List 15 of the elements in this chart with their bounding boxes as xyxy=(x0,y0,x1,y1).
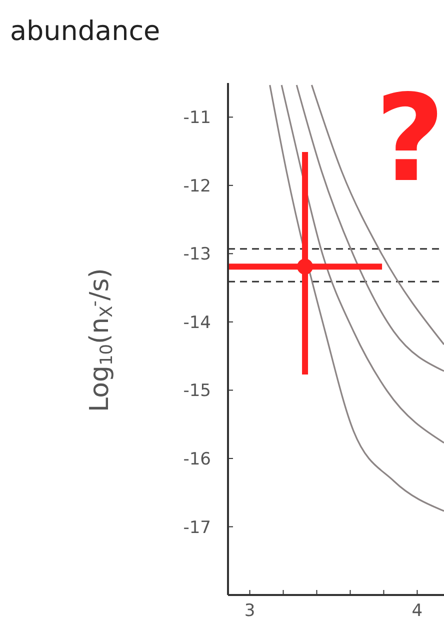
y-tick-label: -16 xyxy=(183,450,211,470)
y-tick-label: -11 xyxy=(183,108,211,128)
y-tick-label: -13 xyxy=(183,244,211,265)
line-series xyxy=(280,84,444,444)
y-tick-label: -12 xyxy=(183,176,211,196)
annotation: ? xyxy=(375,70,444,209)
chart-title: abundance xyxy=(10,16,160,47)
line-series xyxy=(269,84,444,512)
y-tick-label: -17 xyxy=(183,518,211,538)
line-series xyxy=(310,84,444,346)
y-tick-label: -14 xyxy=(183,312,211,333)
x-tick-label: 3 xyxy=(244,601,256,622)
line-series xyxy=(296,84,444,372)
y-tick-label: -15 xyxy=(183,381,211,402)
x-tick-label: 4 xyxy=(412,601,423,622)
